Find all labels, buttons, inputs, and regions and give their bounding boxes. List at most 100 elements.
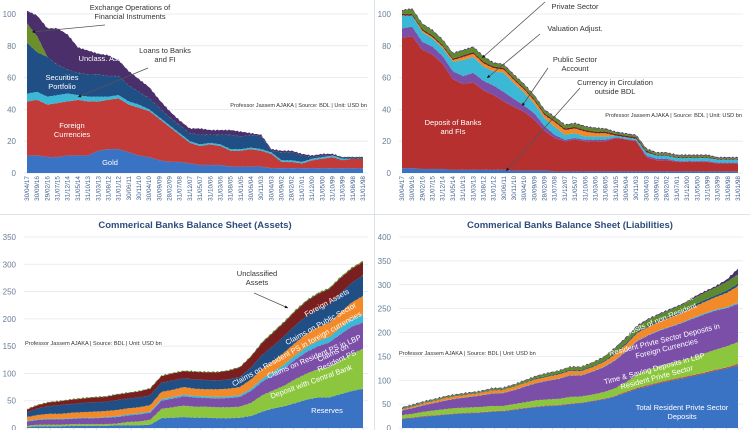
x-tick-label: 31/12/14 [65, 176, 72, 201]
y-tick-label: 100 [378, 10, 392, 19]
annotation-arrowhead [78, 94, 82, 98]
y-tick-label: 150 [3, 342, 17, 351]
x-tick-label: 31/01/05 [613, 176, 620, 201]
x-tick-label: 30/04/17 [24, 176, 31, 201]
x-tick-label: 29/02/16 [44, 176, 51, 201]
x-tick-label: 31/01/98 [360, 176, 367, 201]
source-credit: Professor Jassem AJAKA | Source: BDL | U… [399, 351, 536, 357]
x-tick-label: 28/02/02 [664, 176, 671, 201]
x-tick-label: 31/07/01 [299, 176, 306, 201]
annotation-text: Securities [46, 73, 79, 82]
x-tick-label: 30/04/03 [268, 176, 275, 201]
area-claims-on-resident-ps [27, 322, 363, 426]
x-tick-label: 31/10/13 [85, 176, 92, 201]
annotation-text: Account [561, 64, 589, 73]
x-tick-label: 31/03/06 [592, 176, 599, 201]
y-tick-label: 0 [387, 169, 392, 178]
y-tick-label: 100 [378, 376, 392, 385]
source-credit: Professor Jassem AJAKA | Source: BDL | U… [605, 113, 742, 119]
y-tick-label: 0 [12, 169, 17, 178]
annotation-text: Portfolio [48, 82, 76, 91]
annotation-text: Foreign [59, 121, 84, 130]
annotation-text: Currencies [54, 130, 91, 139]
y-tick-label: 20 [382, 137, 391, 146]
y-tick-label: 200 [378, 329, 392, 338]
y-tick-label: 60 [7, 74, 16, 83]
area-valuation-adjust [402, 15, 738, 160]
x-tick-label: 31/03/06 [217, 176, 224, 201]
x-tick-label: 31/10/06 [582, 176, 589, 201]
y-tick-label: 250 [378, 305, 392, 314]
x-tick-label: 31/10/06 [207, 176, 214, 201]
area-deposit-with-central-bank [27, 348, 363, 427]
area-currency-in-circulation-outside-bdl [402, 167, 738, 173]
x-tick-label: 31/05/07 [197, 176, 204, 201]
x-tick-label: 31/05/00 [319, 176, 326, 201]
annotation-leader-line [486, 33, 541, 79]
y-tick-label: 250 [3, 288, 17, 297]
area-securities-portfolio [27, 42, 363, 162]
x-tick-label: 30/09/09 [531, 176, 538, 201]
y-tick-label: 100 [3, 10, 17, 19]
y-tick-label: 40 [7, 105, 16, 114]
annotation-leader-line [77, 67, 149, 98]
y-tick-label: 300 [3, 260, 17, 269]
x-tick-label: 31/07/01 [674, 176, 681, 201]
annotation-text: Public Sector [553, 55, 598, 64]
annotation-arrowhead [482, 54, 486, 58]
x-tick-label: 31/12/07 [562, 176, 569, 201]
annotation-text: Unclassified [237, 269, 277, 278]
x-tick-label: 30/04/03 [643, 176, 650, 201]
y-tick-label: 150 [378, 352, 392, 361]
x-tick-label: 30/11/03 [633, 176, 640, 201]
x-tick-label: 30/04/10 [521, 176, 528, 201]
y-tick-label: 50 [7, 397, 16, 406]
y-tick-label: 0 [12, 424, 17, 430]
y-tick-label: 80 [382, 42, 391, 51]
annotation-text: Valuation Adjust. [547, 24, 602, 33]
x-tick-label: 31/03/99 [715, 176, 722, 201]
x-tick-label: 29/02/16 [419, 176, 426, 201]
x-tick-label: 31/07/08 [177, 176, 184, 201]
annotation-text: outside BDL [595, 87, 636, 96]
annotation-arrowhead [522, 102, 526, 106]
annotation-text: Private Sector [551, 2, 599, 11]
y-tick-label: 40 [382, 105, 391, 114]
x-tick-label: 31/10/99 [704, 176, 711, 201]
x-tick-label: 31/07/08 [552, 176, 559, 201]
annotation-leader-line [253, 292, 289, 309]
y-tick-label: 350 [3, 233, 17, 242]
x-tick-label: 31/08/12 [105, 176, 112, 201]
x-tick-label: 31/12/00 [684, 176, 691, 201]
area-resident-privte-sector-deposits-in-foreign-currencies [402, 303, 738, 416]
area-reserves [27, 388, 363, 428]
x-tick-label: 30/06/11 [501, 176, 508, 201]
x-tick-label: 31/03/99 [340, 176, 347, 201]
x-tick-label: 31/05/00 [694, 176, 701, 201]
annotation-text: and FI [154, 55, 175, 64]
area-time-saving-deposits-in-lbp [402, 342, 738, 419]
x-tick-label: 30/11/10 [511, 176, 518, 201]
source-credit: Professor Jassem AJAKA | Source: BDL | U… [25, 341, 162, 347]
x-tick-label: 31/08/98 [350, 176, 357, 201]
x-tick-label: 30/11/10 [136, 176, 143, 201]
x-tick-label: 31/01/12 [116, 176, 123, 201]
annotation-text: Exchange Operations of [90, 3, 171, 12]
y-tick-label: 20 [7, 137, 16, 146]
x-tick-label: 30/09/02 [654, 176, 661, 201]
x-tick-label: 30/06/04 [248, 176, 255, 201]
annotation-text: Deposit of Banks [425, 118, 482, 127]
x-tick-label: 30/09/16 [34, 176, 41, 201]
x-tick-label: 30/09/16 [409, 176, 416, 201]
annotation-arrowhead [284, 305, 288, 309]
area-foreign-currencies [27, 98, 363, 169]
x-tick-label: 31/01/05 [238, 176, 245, 201]
chart-title: Commerical Banks Balance Sheet (Assets) [98, 220, 291, 231]
